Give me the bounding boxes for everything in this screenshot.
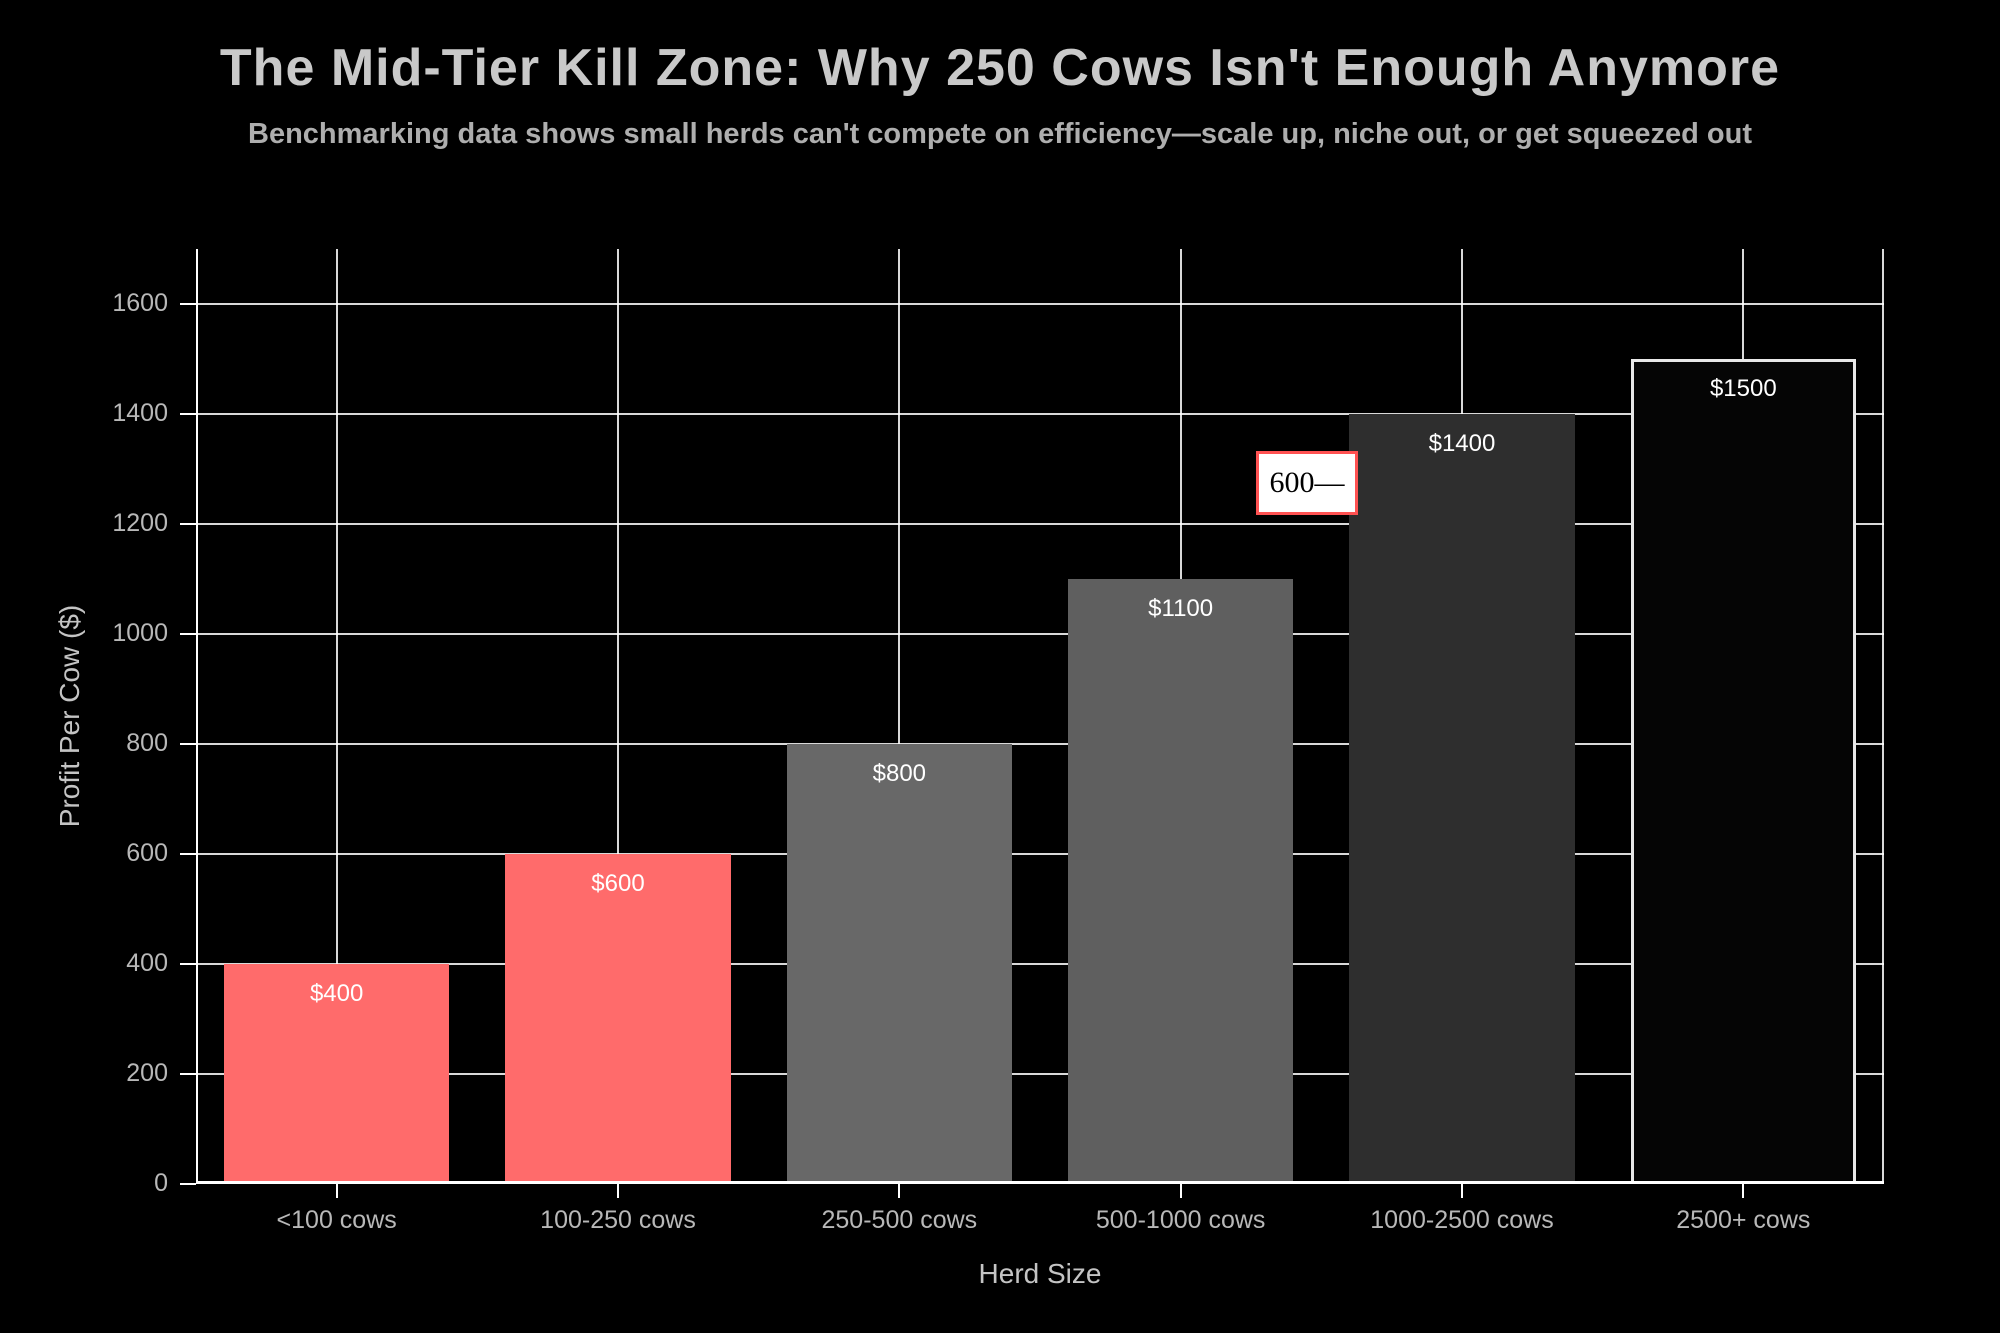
x-tick-label: 500-1000 cows (1095, 1206, 1266, 1234)
bar-value-label: $600 (591, 870, 645, 897)
x-tick-label: <100 cows (276, 1206, 397, 1234)
y-gridline (196, 853, 1884, 855)
y-gridline (196, 413, 1884, 415)
x-tick-mark (1461, 1184, 1463, 1198)
x-gridline (898, 249, 901, 1184)
x-tick-mark (898, 1184, 901, 1198)
y-tick-label: 1400 (112, 399, 168, 427)
annotation-text: 600— (1269, 466, 1345, 499)
y-tick-mark (180, 1073, 196, 1075)
bar (1349, 414, 1575, 1184)
y-axis-spine (196, 249, 198, 1184)
y-tick-mark (180, 1183, 196, 1185)
bar-value-label: $1100 (1148, 595, 1214, 622)
chart-subtitle: Benchmarking data shows small herds can'… (248, 118, 1752, 150)
y-gridline (196, 743, 1884, 745)
x-tick-mark (1179, 1184, 1182, 1198)
x-gridline (617, 249, 619, 1184)
x-tick-mark (1742, 1184, 1745, 1198)
y-tick-mark (180, 523, 196, 525)
x-tick-mark (617, 1184, 619, 1198)
bar (786, 744, 1012, 1184)
x-tick-mark (335, 1184, 338, 1198)
y-tick-mark (180, 963, 196, 965)
y-gridline (196, 1073, 1884, 1075)
chart-title: The Mid-Tier Kill Zone: Why 250 Cows Isn… (219, 39, 1781, 97)
y-gridline (196, 303, 1884, 305)
y-tick-label: 1600 (112, 289, 168, 317)
y-tick-label: 600 (126, 839, 168, 867)
y-gridline (196, 633, 1884, 635)
x-axis-spine (196, 1181, 1884, 1184)
y-tick-label: 1200 (112, 509, 168, 537)
x-axis-label: Herd Size (978, 1258, 1102, 1289)
bar-value-label: $400 (309, 980, 364, 1007)
y-tick-label: 400 (126, 949, 168, 977)
x-tick-label: 1000-2500 cows (1370, 1206, 1554, 1234)
bar-value-label: $800 (872, 760, 927, 787)
bar (224, 964, 450, 1184)
y-gridline (196, 523, 1884, 525)
y-tick-label: 0 (154, 1169, 168, 1197)
x-tick-label: 250-500 cows (821, 1206, 978, 1234)
bar (1630, 359, 1856, 1184)
x-tick-label: 2500+ cows (1676, 1206, 1811, 1234)
bar-value-label: $1400 (1428, 430, 1496, 457)
y-tick-mark (180, 303, 196, 305)
y-tick-mark (180, 633, 196, 635)
y-tick-label: 200 (126, 1059, 168, 1087)
bar (505, 854, 731, 1184)
y-tick-label: 800 (126, 729, 168, 757)
right-spine (1882, 249, 1884, 1184)
plot-area: 600— 0 200 400 600 800 1000 1200 1400 1600 $400 <1… (112, 249, 1884, 1234)
y-gridline (196, 963, 1884, 965)
y-tick-label: 1000 (112, 619, 168, 647)
bar (1068, 579, 1294, 1184)
bar-value-label: $1500 (1709, 375, 1777, 402)
x-gridline (335, 249, 338, 1184)
y-tick-mark (180, 743, 196, 745)
annotation-box: 600— (1256, 451, 1358, 515)
x-tick-label: 100-250 cows (540, 1206, 696, 1234)
y-tick-mark (180, 413, 196, 415)
y-tick-mark (180, 853, 196, 855)
